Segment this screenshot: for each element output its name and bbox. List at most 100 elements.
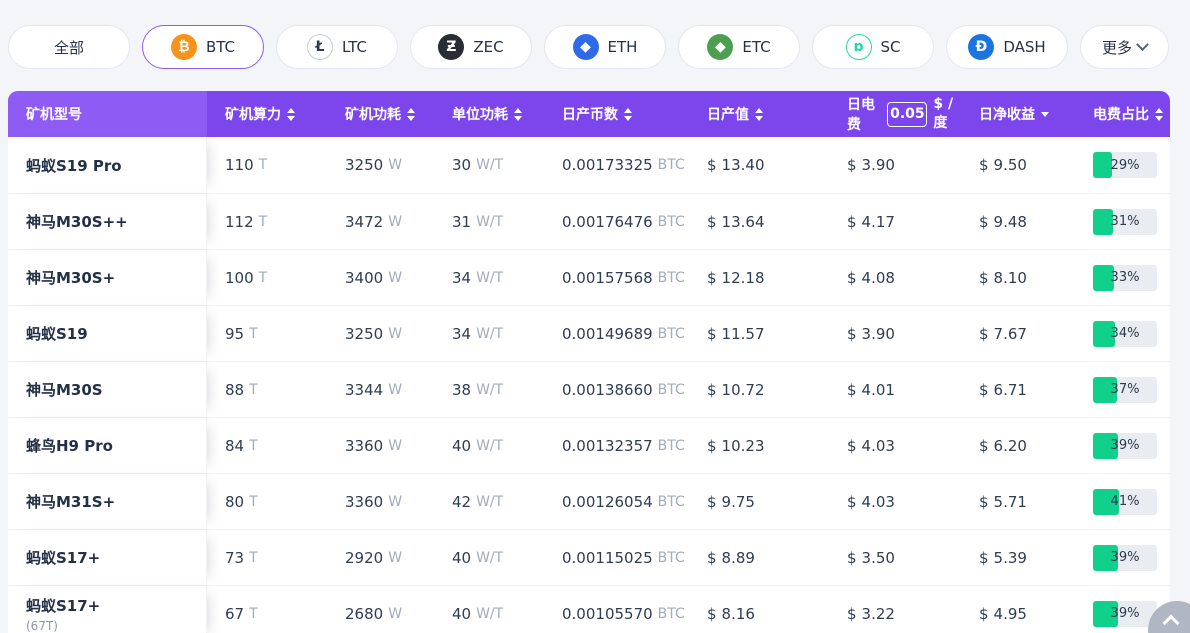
ratio-label: 34% (1110, 326, 1140, 341)
tab-more[interactable]: 更多 (1080, 25, 1169, 69)
sort-icons[interactable] (407, 107, 415, 121)
coins-unit: BTC (657, 381, 685, 398)
ratio-bar-track: 39% (1093, 432, 1157, 459)
currency-symbol: $ (847, 156, 857, 174)
tab-ltc[interactable]: Ł LTC (276, 25, 398, 69)
tab-label: ZEC (473, 38, 504, 56)
value-cell: $8.16 (689, 605, 829, 623)
net-value: 5.71 (993, 492, 1027, 511)
sort-up-icon (407, 107, 415, 113)
power-value: 3250 (345, 156, 384, 174)
miner-model-name: 神马M30S+ (26, 269, 116, 287)
sort-icons[interactable] (1041, 111, 1049, 117)
hashrate-value: 110 (225, 156, 254, 174)
value-value: 10.72 (721, 380, 765, 399)
tab-zec[interactable]: Ƶ ZEC (410, 25, 532, 69)
hashrate-value: 112 (225, 212, 254, 231)
coins-value: 0.00149689 (562, 324, 653, 343)
power-cell: 3400 W (327, 269, 434, 287)
col-header-label: 矿机功耗 (345, 107, 401, 123)
table-header: 矿机型号 矿机算力 矿机功耗 单位功耗 日产币数 日产值 日电费 $ /度 日净收益 电费占比 (8, 91, 1170, 137)
col-header-ratio[interactable]: 电费占比 (1085, 91, 1165, 137)
unit_power-value: 40 (452, 436, 472, 455)
currency-symbol: $ (979, 492, 989, 511)
col-header-label: 日产币数 (562, 107, 618, 123)
table-row: 神马M30S 88 T 3344 W 38 W/T 0.00138660 BTC $10.72 $4… (8, 361, 1170, 417)
col-header-value[interactable]: 日产值 (689, 91, 829, 137)
col-header-coins[interactable]: 日产币数 (544, 91, 689, 137)
value-cell: $13.40 (689, 156, 829, 174)
coins-value: 0.00132357 (562, 436, 653, 455)
ratio-bar-fill (1093, 208, 1113, 235)
currency-symbol: $ (707, 548, 717, 567)
value-cell: $9.75 (689, 493, 829, 511)
power-value: 3360 (345, 492, 384, 511)
electricity-value: 4.01 (861, 380, 895, 399)
coins-cell: 0.00132357 BTC (544, 437, 689, 455)
col-header-label: 日净收益 (979, 107, 1035, 123)
col-header-hashrate[interactable]: 矿机算力 (207, 91, 327, 137)
net-cell: $6.71 (961, 381, 1085, 399)
power-value: 3344 (345, 380, 384, 399)
unit_power-cell: 38 W/T (434, 381, 544, 399)
hashrate-unit: T (258, 269, 268, 286)
sort-down-icon (755, 115, 763, 121)
value-value: 11.57 (721, 324, 765, 343)
currency-symbol: $ (707, 212, 717, 231)
unit_power-value: 40 (452, 548, 472, 567)
tab-eth[interactable]: ◆ ETH (544, 25, 666, 69)
table-row: 蚂蚁S19 95 T 3250 W 34 W/T 0.00149689 BTC $11.57 $3.… (8, 305, 1170, 361)
sort-icons[interactable] (624, 107, 632, 121)
hashrate-unit: T (249, 381, 258, 398)
electricity-cell: $4.08 (829, 269, 961, 287)
tab-dash[interactable]: Ð DASH (946, 25, 1068, 69)
col-header-unit_power[interactable]: 单位功耗 (434, 91, 544, 137)
unit_power-value: 34 (452, 268, 472, 287)
tab-btc[interactable]: ₿ BTC (142, 25, 264, 69)
ratio-cell: 31% (1085, 208, 1165, 235)
tab-all[interactable]: 全部 (8, 25, 130, 69)
miner-model-sub: (67T) (26, 618, 58, 633)
zec-icon: Ƶ (438, 34, 465, 60)
coins-cell: 0.00126054 BTC (544, 493, 689, 511)
tab-label: ETH (607, 38, 638, 56)
col-header-electricity: 日电费 $ /度 (829, 91, 961, 137)
sort-icons[interactable] (514, 107, 522, 121)
sort-down-icon (287, 115, 295, 121)
hashrate-value: 67 (225, 604, 245, 623)
value-value: 10.23 (721, 436, 765, 455)
sort-icons[interactable] (1155, 107, 1163, 121)
miner-model-name: 蚂蚁S17+ (26, 596, 101, 615)
col-header-net[interactable]: 日净收益 (961, 91, 1085, 137)
currency-symbol: $ (847, 380, 857, 399)
electricity-price-input[interactable] (887, 101, 928, 127)
power-unit: W (388, 213, 403, 230)
unit_power-unit: W/T (476, 493, 504, 510)
sort-down-icon (1041, 111, 1049, 117)
miner-model-cell: 神马M30S (8, 362, 207, 417)
sort-up-icon (624, 107, 632, 113)
electricity-price-unit: $ /度 (933, 96, 954, 131)
sort-icons[interactable] (287, 107, 295, 121)
tab-label: LTC (341, 38, 368, 56)
ratio-cell: 34% (1085, 320, 1165, 347)
miner-model-cell: 蜂鸟H9 Pro (8, 418, 207, 473)
ratio-cell: 39% (1085, 432, 1165, 459)
coins-cell: 0.00138660 BTC (544, 381, 689, 399)
value-cell: $10.23 (689, 437, 829, 455)
ratio-cell: 39% (1085, 600, 1165, 627)
hashrate-value: 80 (225, 492, 245, 511)
chevron-down-icon (1136, 37, 1149, 51)
unit_power-value: 42 (452, 492, 472, 511)
tab-sc[interactable]: ɒ SC (812, 25, 934, 69)
electricity-value: 4.03 (861, 436, 895, 455)
net-value: 4.95 (993, 604, 1027, 623)
col-header-power[interactable]: 矿机功耗 (327, 91, 434, 137)
sort-icons[interactable] (755, 107, 763, 121)
sort-down-icon (624, 115, 632, 121)
ratio-label: 29% (1110, 157, 1140, 173)
ratio-label: 33% (1110, 270, 1140, 285)
net-cell: $5.71 (961, 493, 1085, 511)
tab-etc[interactable]: ◆ ETC (678, 25, 800, 69)
sc-icon: ɒ (845, 34, 872, 60)
